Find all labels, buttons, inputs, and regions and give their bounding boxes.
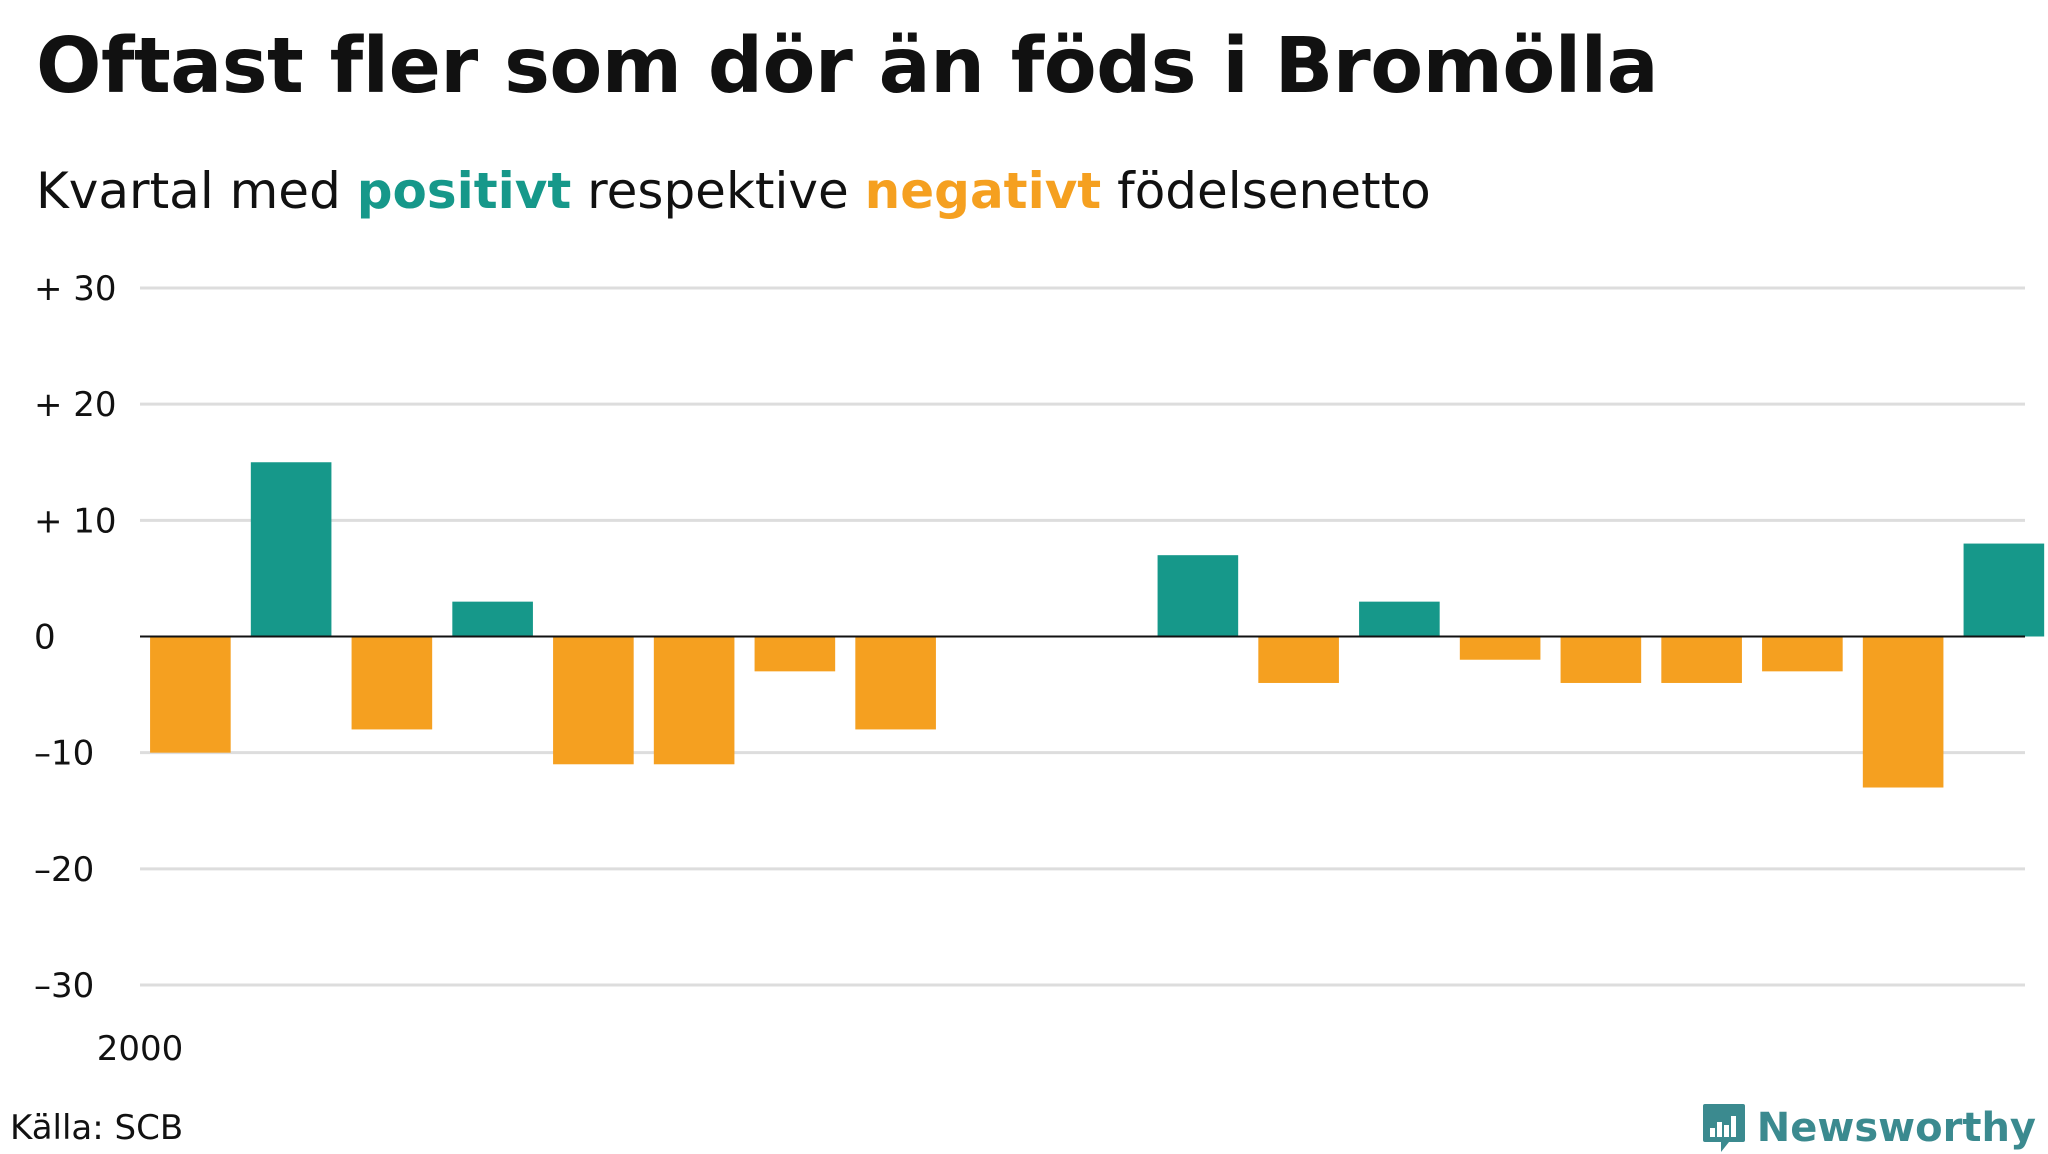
y-tick-label: –10	[34, 734, 94, 774]
bar	[1963, 543, 2045, 637]
bar	[1560, 636, 1642, 683]
y-tick-label: + 20	[34, 385, 117, 425]
bar	[1359, 601, 1440, 637]
subtitle-positive-word: positivt	[356, 162, 572, 220]
bar	[1258, 636, 1339, 683]
bar	[653, 636, 735, 765]
source-note: Källa: SCB	[10, 1108, 184, 1148]
bar	[855, 636, 936, 730]
bar	[250, 462, 332, 637]
y-tick-label: + 30	[34, 269, 117, 309]
y-tick-label: –20	[34, 850, 94, 890]
y-tick-label: –30	[34, 966, 94, 1006]
bar-chart-bubble-icon	[1702, 1104, 1745, 1152]
subtitle-negative-word: negativt	[864, 162, 1102, 220]
bar	[1862, 636, 1944, 788]
bar	[452, 601, 533, 637]
subtitle-prefix: Kvartal med	[36, 162, 357, 220]
chart-title: Oftast fler som dör än föds i Bromölla	[36, 22, 1659, 111]
bar	[1661, 636, 1742, 683]
bar	[1762, 636, 1843, 672]
bar	[1459, 636, 1541, 660]
brand-name: Newsworthy	[1756, 1105, 2036, 1151]
subtitle-suffix: födelsenetto	[1101, 162, 1431, 220]
bar	[1157, 555, 1239, 637]
brand-logo: Newsworthy	[1701, 1102, 2036, 1154]
bar	[150, 636, 231, 753]
subtitle-middle: respektive	[571, 162, 865, 220]
y-tick-label: 0	[34, 618, 56, 658]
bar	[553, 636, 634, 765]
y-tick-label: + 10	[34, 501, 117, 541]
bar	[754, 636, 836, 672]
bar	[351, 636, 433, 730]
chart-subtitle: Kvartal med positivt respektive negativt…	[36, 162, 1431, 220]
x-tick-label: 2000	[97, 1029, 184, 1069]
